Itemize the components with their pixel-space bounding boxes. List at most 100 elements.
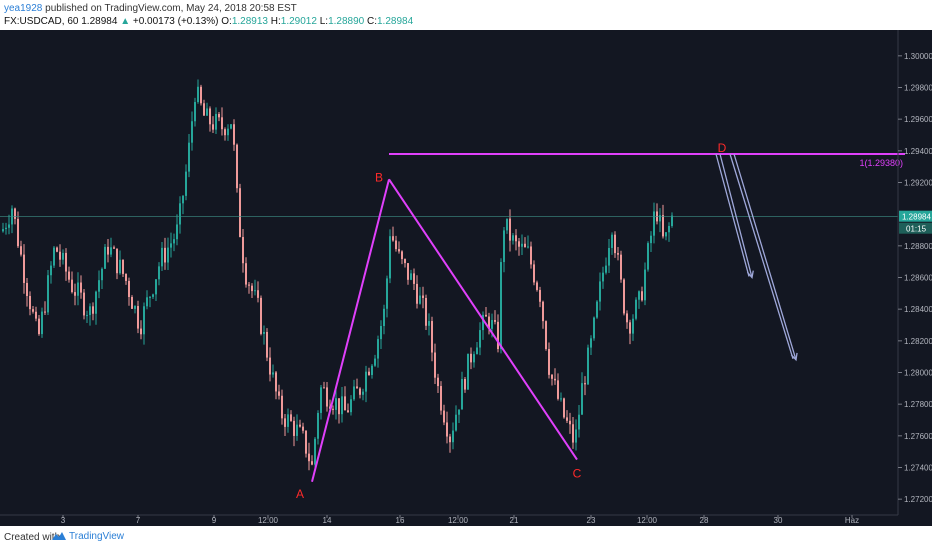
candle-body [209, 108, 211, 125]
candle-body [425, 297, 427, 326]
candle-body [68, 271, 70, 280]
candle-body [407, 263, 409, 280]
candle-body [365, 371, 367, 392]
candle-body [380, 326, 382, 340]
candle-body [590, 338, 592, 348]
candle-body [620, 254, 622, 280]
candle-body [245, 263, 247, 285]
candle-body [563, 398, 565, 418]
candle-body [491, 320, 493, 329]
candle-body [281, 395, 283, 419]
candle-body [641, 291, 643, 301]
tradingview-label: TradingView [69, 531, 125, 542]
candle-body [650, 235, 652, 244]
candle-body [215, 113, 217, 130]
change-up-icon: ▲ [120, 16, 131, 27]
candle-body [392, 236, 394, 241]
projection-arrow [733, 153, 797, 361]
candle-body [308, 453, 310, 462]
candle-body [416, 283, 418, 304]
tradingview-brand[interactable]: TradingView [52, 531, 124, 542]
candle-body [80, 282, 82, 293]
candle-body [116, 248, 118, 274]
last-price-tag-label: 1.28984 [902, 213, 931, 222]
candle-body [74, 292, 76, 296]
pattern-leg [388, 178, 578, 461]
candle-body [335, 398, 337, 410]
candle-body [200, 86, 202, 104]
time-tick-label: 12:00 [448, 516, 469, 525]
high-value: 1.29012 [280, 16, 317, 27]
high-label: H: [270, 16, 281, 27]
price-tick-label: 1.27200 [904, 495, 932, 504]
candle-body [470, 353, 472, 363]
candle-body [155, 279, 157, 295]
candle-body [59, 251, 61, 260]
candle-body [104, 246, 106, 269]
candle-body [233, 124, 235, 145]
publish-line: yea1928 published on TradingView.com, Ma… [4, 3, 297, 14]
close-value: 1.28984 [377, 16, 414, 27]
price-tick-label: 1.27600 [904, 432, 932, 441]
pattern-leg [311, 179, 390, 482]
candle-body [236, 144, 238, 189]
candle-body [605, 265, 607, 273]
candle-body [428, 321, 430, 326]
candle-body [41, 311, 43, 335]
candle-body [89, 306, 91, 316]
candle-body [614, 234, 616, 254]
candle-body [341, 396, 343, 415]
candle-body [464, 378, 466, 390]
candle-body [188, 142, 190, 172]
candle-body [344, 396, 346, 411]
candle-body [413, 273, 415, 284]
candle-body [77, 282, 79, 296]
candle-body [35, 311, 37, 319]
low-label: L: [319, 16, 329, 27]
candle-body [665, 232, 667, 237]
candle-body [284, 418, 286, 427]
candle-body [647, 243, 649, 270]
time-tick-label: Haz [845, 516, 859, 525]
projection-arrow-head [790, 352, 798, 362]
low-value: 1.28890 [328, 16, 365, 27]
candle-body [146, 297, 148, 307]
candle-body [275, 372, 277, 392]
footer: Created with TradingView [0, 526, 932, 550]
price-tick-label: 1.27800 [904, 400, 932, 409]
price-change: +0.00173 (+0.13%) [132, 16, 219, 27]
candle-body [527, 246, 529, 248]
candle-body [98, 280, 100, 292]
candle-body [587, 347, 589, 385]
candle-body [644, 269, 646, 301]
candle-body [173, 239, 175, 244]
candle-body [131, 296, 133, 309]
candle-body [164, 247, 166, 263]
price-chart[interactable]: 1(1.29380) A B C D 1.30000 1.29800 1.29600 1.29… [0, 30, 932, 526]
candle-body [635, 299, 637, 319]
candle-body [347, 410, 349, 413]
candle-body [437, 377, 439, 387]
candle-body [431, 321, 433, 353]
candle-body [668, 225, 670, 233]
countdown-label: 01:15 [906, 225, 927, 234]
candle-body [602, 272, 604, 282]
candle-body [545, 321, 547, 350]
symbol-line: FX:USDCAD, 60 1.28984 ▲ +0.00173 (+0.13%… [4, 16, 413, 27]
pattern-layer: 1(1.29380) A B C D [0, 141, 905, 501]
candle-body [29, 296, 31, 310]
candle-body [263, 331, 265, 334]
chart-area[interactable]: 1(1.29380) A B C D 1.30000 1.29800 1.29600 1.29… [0, 30, 932, 526]
open-value: 1.28913 [231, 16, 268, 27]
author-link[interactable]: yea1928 [4, 3, 43, 14]
candle-body [482, 314, 484, 331]
candle-body [38, 318, 40, 335]
candle-body [161, 247, 163, 267]
candle-body [212, 124, 214, 130]
candle-body [23, 254, 25, 283]
candle-body [320, 387, 322, 413]
candle-body [377, 339, 379, 359]
symbol-name[interactable]: FX:USDCAD, 60 [4, 16, 79, 27]
candle-body [410, 273, 412, 280]
price-tick-label: 1.28600 [904, 274, 932, 283]
